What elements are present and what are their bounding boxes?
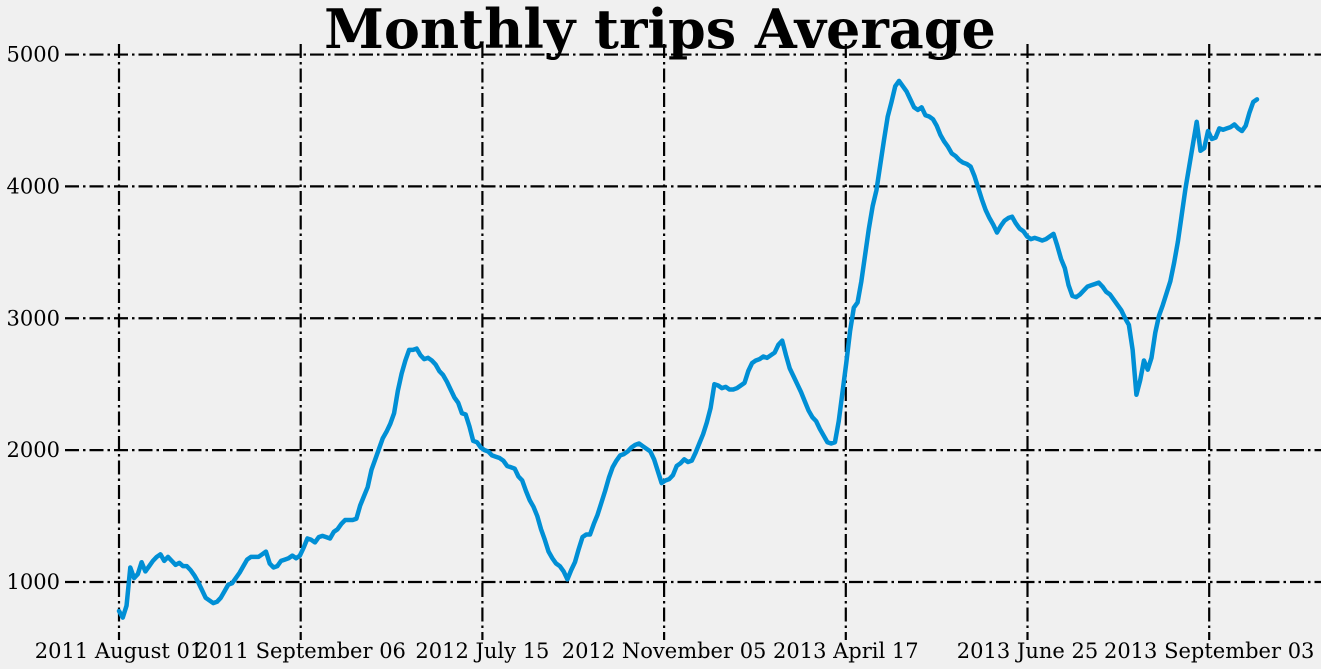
y-tick-label-1000: 1000	[7, 570, 60, 594]
x-tick-label-4: 2013 April 17	[773, 639, 919, 663]
x-tick-label-5: 2013 June 25	[957, 639, 1098, 663]
y-gridlines	[65, 53, 1321, 584]
x-tick-label-0: 2011 August 01	[35, 639, 203, 663]
y-tick-label-4000: 4000	[7, 174, 60, 198]
chart-title: Monthly trips Average	[324, 0, 996, 61]
y-tick-label-3000: 3000	[7, 306, 60, 330]
x-tick-label-1: 2011 September 06	[195, 639, 405, 663]
series-line-0	[116, 78, 1260, 620]
x-tick-label-6: 2013 September 03	[1104, 639, 1314, 663]
y-tick-label-2000: 2000	[7, 438, 60, 462]
y-tick-label-5000: 5000	[7, 43, 60, 67]
x-tick-label-2: 2012 July 15	[415, 639, 549, 663]
series-layer	[116, 78, 1260, 620]
y-tick-labels: 1000 2000 3000 4000 5000	[7, 43, 60, 594]
x-gridlines	[117, 44, 1211, 640]
x-tick-label-3: 2012 November 05	[562, 639, 767, 663]
